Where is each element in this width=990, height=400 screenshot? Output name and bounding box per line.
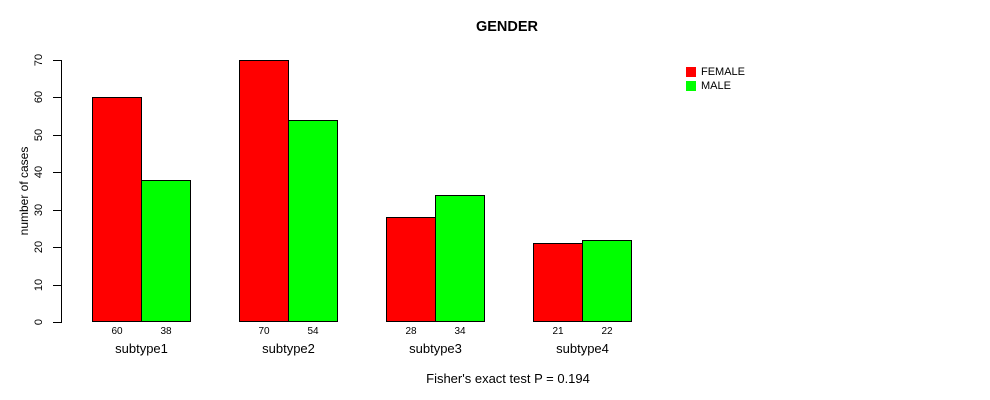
y-tick-label: 10 — [33, 278, 45, 292]
bar-female-subtype3 — [386, 217, 436, 322]
y-tick — [53, 247, 61, 248]
y-axis-label: number of cases — [17, 146, 31, 236]
legend-swatch-male — [686, 80, 696, 91]
y-tick — [53, 60, 61, 61]
y-tick-label: 50 — [33, 128, 45, 142]
category-label-subtype4: subtype4 — [556, 341, 609, 356]
y-tick — [53, 210, 61, 211]
y-tick — [53, 172, 61, 173]
bar-value-male-subtype3: 34 — [454, 326, 466, 337]
category-label-subtype3: subtype3 — [409, 341, 462, 356]
legend-item-female: FEMALE — [686, 66, 746, 78]
bar-female-subtype4 — [533, 243, 583, 322]
y-tick-label: 70 — [33, 53, 45, 67]
bar-male-subtype1 — [141, 179, 191, 322]
bar-value-female-subtype1: 60 — [111, 326, 123, 337]
y-tick-label: 20 — [33, 240, 45, 254]
y-tick-label: 0 — [33, 318, 45, 326]
annotation-text: Fisher's exact test P = 0.194 — [426, 371, 590, 386]
bar-female-subtype2 — [239, 60, 289, 322]
bar-male-subtype2 — [288, 119, 338, 322]
y-tick-label: 30 — [33, 203, 45, 217]
y-tick — [53, 322, 61, 323]
legend-item-male: MALE — [686, 79, 731, 92]
y-tick-label: 60 — [33, 90, 45, 104]
category-label-subtype1: subtype1 — [115, 341, 168, 356]
y-axis-line — [61, 60, 62, 323]
bar-value-male-subtype4: 22 — [601, 326, 613, 337]
bar-male-subtype3 — [435, 194, 485, 322]
legend-swatch-female — [686, 67, 696, 77]
bar-female-subtype1 — [92, 97, 142, 322]
bar-value-male-subtype1: 38 — [160, 326, 172, 337]
y-tick-label: 40 — [33, 165, 45, 179]
y-tick — [53, 285, 61, 286]
bar-value-female-subtype4: 21 — [552, 326, 564, 337]
bar-value-female-subtype3: 28 — [405, 326, 417, 337]
category-label-subtype2: subtype2 — [262, 341, 315, 356]
bar-value-female-subtype2: 70 — [258, 326, 270, 337]
y-tick — [53, 97, 61, 98]
chart-title: GENDER — [475, 19, 539, 35]
y-tick — [53, 135, 61, 136]
legend-label: FEMALE — [701, 66, 746, 78]
bar-male-subtype4 — [582, 239, 632, 322]
bar-value-male-subtype2: 54 — [307, 326, 319, 337]
legend-label: MALE — [701, 79, 731, 92]
